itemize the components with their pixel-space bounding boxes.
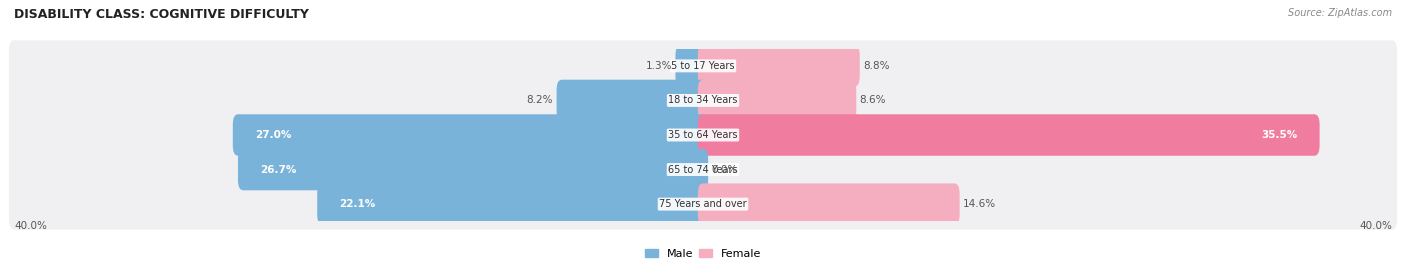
Text: DISABILITY CLASS: COGNITIVE DIFFICULTY: DISABILITY CLASS: COGNITIVE DIFFICULTY [14, 8, 309, 21]
Text: 18 to 34 Years: 18 to 34 Years [668, 95, 738, 106]
Text: 8.2%: 8.2% [527, 95, 553, 106]
FancyBboxPatch shape [233, 114, 709, 156]
FancyBboxPatch shape [697, 45, 859, 87]
Text: 65 to 74 Years: 65 to 74 Years [668, 164, 738, 175]
Text: Source: ZipAtlas.com: Source: ZipAtlas.com [1288, 8, 1392, 18]
Text: 75 Years and over: 75 Years and over [659, 199, 747, 209]
FancyBboxPatch shape [318, 183, 709, 225]
FancyBboxPatch shape [8, 144, 1398, 195]
Text: 22.1%: 22.1% [340, 199, 375, 209]
FancyBboxPatch shape [8, 75, 1398, 126]
FancyBboxPatch shape [8, 109, 1398, 161]
FancyBboxPatch shape [697, 114, 1320, 156]
Text: 40.0%: 40.0% [1360, 221, 1392, 231]
Text: 0.0%: 0.0% [711, 164, 738, 175]
Text: 5 to 17 Years: 5 to 17 Years [671, 61, 735, 71]
FancyBboxPatch shape [557, 80, 709, 121]
FancyBboxPatch shape [8, 40, 1398, 92]
Text: 8.8%: 8.8% [863, 61, 890, 71]
Text: 35 to 64 Years: 35 to 64 Years [668, 130, 738, 140]
Text: 35.5%: 35.5% [1261, 130, 1298, 140]
FancyBboxPatch shape [8, 178, 1398, 230]
FancyBboxPatch shape [697, 80, 856, 121]
FancyBboxPatch shape [675, 45, 709, 87]
Text: 1.3%: 1.3% [645, 61, 672, 71]
Text: 27.0%: 27.0% [256, 130, 291, 140]
Text: 14.6%: 14.6% [963, 199, 997, 209]
FancyBboxPatch shape [697, 183, 960, 225]
Text: 8.6%: 8.6% [859, 95, 886, 106]
Text: 40.0%: 40.0% [14, 221, 46, 231]
FancyBboxPatch shape [238, 149, 709, 190]
Text: 26.7%: 26.7% [260, 164, 297, 175]
Legend: Male, Female: Male, Female [644, 249, 762, 259]
